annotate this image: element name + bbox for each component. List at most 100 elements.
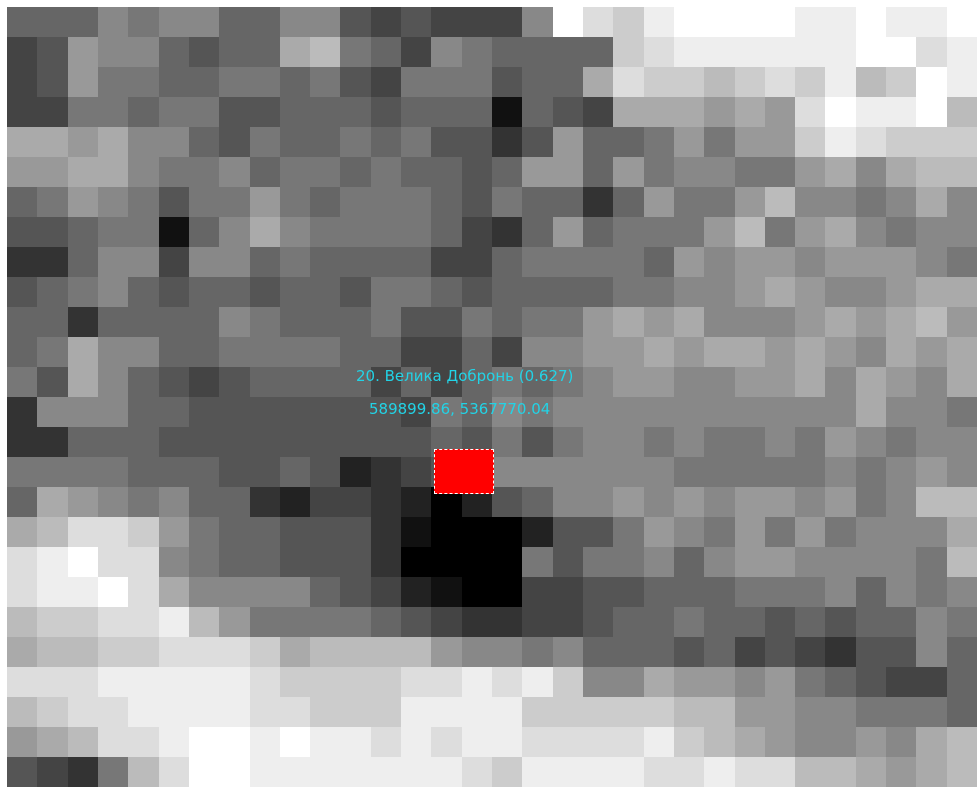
raster-cell <box>673 187 705 217</box>
raster-cell <box>401 127 432 157</box>
raster-cell <box>461 247 492 277</box>
raster-cell <box>643 727 674 757</box>
raster-cell <box>613 127 644 157</box>
raster-cell <box>97 727 129 757</box>
raster-cell <box>673 727 705 757</box>
raster-cell <box>855 187 887 217</box>
raster-cell <box>158 667 189 697</box>
raster-cell <box>219 367 250 397</box>
raster-cell <box>219 757 250 787</box>
raster-cell <box>340 187 371 217</box>
raster-cell <box>370 697 402 727</box>
raster-cell <box>461 217 492 247</box>
raster-cell <box>734 667 765 697</box>
raster-cell <box>431 7 462 37</box>
raster-cell <box>279 727 311 757</box>
raster-cell <box>795 97 826 127</box>
raster-cell <box>188 637 220 667</box>
raster-cell <box>461 757 492 787</box>
raster-cell <box>552 397 583 427</box>
raster-cell <box>552 187 583 217</box>
map-canvas[interactable]: 20. Велика Добронь (0.627) 589899.86, 53… <box>7 7 977 787</box>
raster-cell <box>249 697 280 727</box>
raster-cell <box>582 457 614 487</box>
raster-cell <box>461 277 492 307</box>
raster-layer <box>7 7 977 787</box>
raster-cell <box>946 457 977 487</box>
raster-cell <box>97 487 129 517</box>
raster-cell <box>401 217 432 247</box>
raster-cell <box>886 427 917 457</box>
raster-cell <box>340 247 371 277</box>
raster-cell <box>340 367 371 397</box>
raster-cell <box>643 97 674 127</box>
raster-cell <box>825 697 856 727</box>
raster-cell <box>219 487 250 517</box>
raster-cell <box>310 427 341 457</box>
raster-cell <box>370 547 402 577</box>
raster-cell <box>643 37 674 67</box>
raster-cell <box>340 637 371 667</box>
raster-cell <box>310 697 341 727</box>
raster-cell <box>370 577 402 607</box>
raster-cell <box>764 37 796 67</box>
raster-cell <box>370 487 402 517</box>
raster-cell <box>67 337 98 367</box>
raster-cell <box>340 727 371 757</box>
raster-cell <box>916 37 947 67</box>
raster-cell <box>582 427 614 457</box>
raster-cell <box>582 187 614 217</box>
raster-cell <box>279 97 311 127</box>
raster-cell <box>7 547 38 577</box>
raster-cell <box>673 547 705 577</box>
raster-cell <box>128 397 159 427</box>
raster-cell <box>522 757 553 787</box>
raster-cell <box>461 67 492 97</box>
raster-cell <box>582 607 614 637</box>
raster-cell <box>916 7 947 37</box>
raster-cell <box>522 187 553 217</box>
raster-cell <box>128 517 159 547</box>
raster-cell <box>855 157 887 187</box>
raster-cell <box>825 757 856 787</box>
raster-cell <box>855 547 887 577</box>
raster-cell <box>219 37 250 67</box>
raster-cell <box>795 607 826 637</box>
raster-cell <box>855 367 887 397</box>
raster-cell <box>886 7 917 37</box>
raster-cell <box>582 367 614 397</box>
raster-cell <box>916 517 947 547</box>
raster-cell <box>704 457 735 487</box>
raster-cell <box>734 727 765 757</box>
raster-cell <box>492 97 523 127</box>
raster-cell <box>461 307 492 337</box>
raster-cell <box>461 637 492 667</box>
raster-cell <box>128 187 159 217</box>
raster-cell <box>552 547 583 577</box>
raster-cell <box>340 307 371 337</box>
raster-cell <box>795 247 826 277</box>
raster-cell <box>522 367 553 397</box>
raster-cell <box>7 157 38 187</box>
raster-cell <box>340 97 371 127</box>
raster-cell <box>552 157 583 187</box>
raster-cell <box>643 217 674 247</box>
raster-cell <box>552 37 583 67</box>
selected-pixel-marker[interactable] <box>434 449 494 494</box>
raster-cell <box>492 547 523 577</box>
raster-cell <box>370 157 402 187</box>
raster-cell <box>97 367 129 397</box>
raster-cell <box>522 217 553 247</box>
raster-cell <box>431 697 462 727</box>
raster-cell <box>461 697 492 727</box>
raster-cell <box>643 7 674 37</box>
raster-cell <box>795 157 826 187</box>
raster-cell <box>916 97 947 127</box>
raster-cell <box>673 697 705 727</box>
raster-cell <box>855 277 887 307</box>
raster-cell <box>461 157 492 187</box>
raster-cell <box>219 127 250 157</box>
raster-cell <box>582 757 614 787</box>
raster-cell <box>946 277 977 307</box>
raster-cell <box>188 67 220 97</box>
